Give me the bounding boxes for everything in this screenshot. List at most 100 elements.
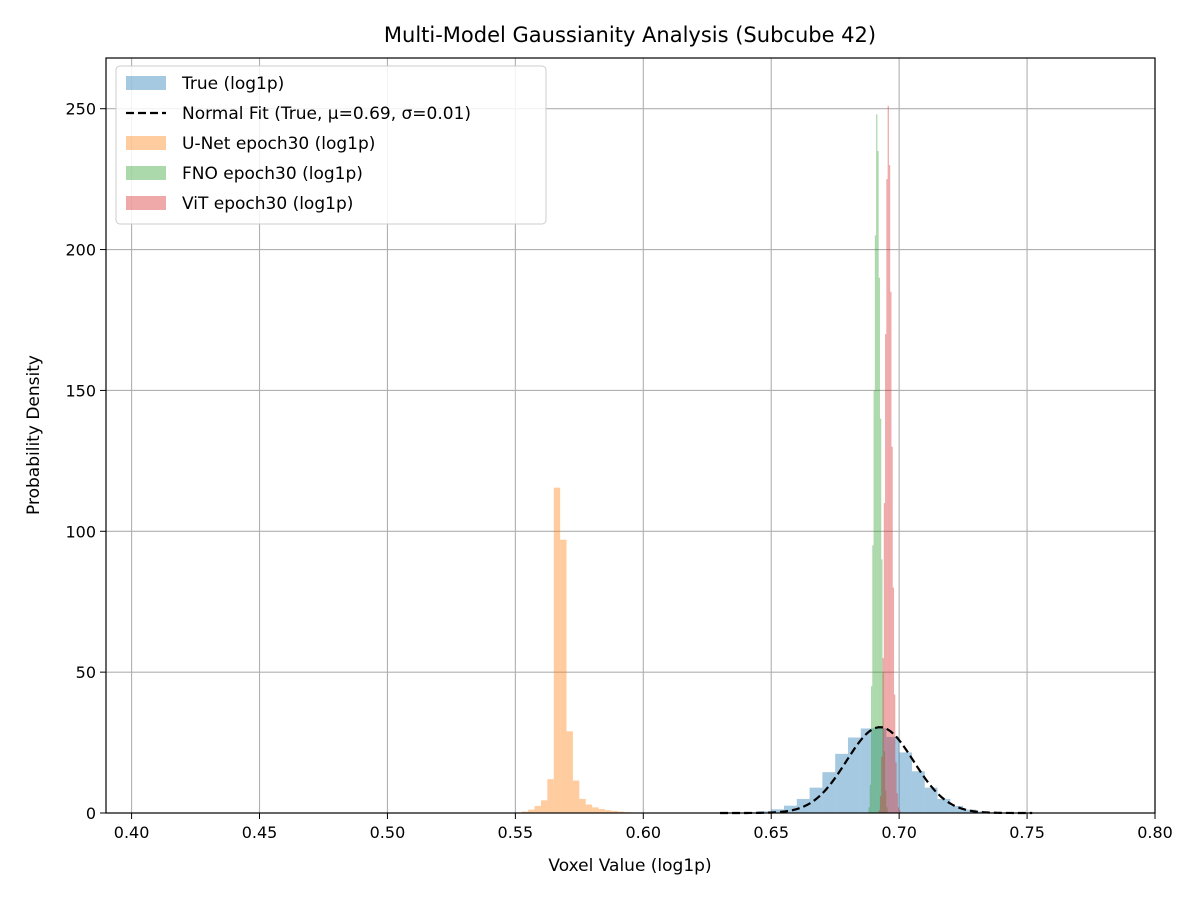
- y-axis-label: Probability Density: [24, 355, 44, 515]
- histogram-bar: [873, 728, 887, 813]
- histogram-bar: [883, 751, 886, 813]
- legend-label: ViT epoch30 (log1p): [182, 194, 353, 214]
- histogram-bar: [899, 752, 912, 813]
- y-tick-label: 200: [65, 241, 96, 260]
- histogram-bar: [885, 790, 887, 813]
- legend-swatch: [126, 166, 166, 180]
- histogram-bar: [835, 753, 848, 813]
- histogram-bar: [871, 686, 873, 813]
- histogram-bar: [553, 487, 561, 813]
- histogram-bar: [617, 811, 625, 813]
- x-tick-label: 0.55: [498, 823, 534, 842]
- histogram-bar: [540, 800, 548, 813]
- histogram-bar: [566, 731, 573, 813]
- histogram-bar: [894, 694, 896, 813]
- legend-swatch: [126, 136, 166, 150]
- histogram-bar: [771, 809, 785, 813]
- legend-label: U-Net epoch30 (log1p): [182, 134, 375, 154]
- histogram-bar: [560, 539, 567, 813]
- histogram-bar: [950, 805, 964, 813]
- legend: True (log1p) Normal Fit (True, μ=0.69, σ=…: [115, 65, 547, 225]
- histogram-bar: [885, 334, 887, 813]
- histogram-bar: [879, 418, 882, 813]
- legend-entry: Normal Fit (True, μ=0.69, σ=0.01): [126, 104, 471, 124]
- plot-frame: [105, 57, 1156, 814]
- histogram-bar: [937, 798, 951, 813]
- histogram-bar: [879, 796, 882, 813]
- legend-label: FNO epoch30 (log1p): [182, 164, 363, 184]
- series-2-bars: [868, 114, 888, 814]
- histogram-bar: [890, 291, 892, 814]
- histogram-bar: [886, 807, 888, 813]
- histogram-bar: [572, 780, 580, 813]
- x-axis-label: Voxel Value (log1p): [548, 856, 711, 876]
- histogram-bar: [604, 810, 612, 813]
- legend-entry: ViT epoch30 (log1p): [126, 194, 353, 214]
- series-1-bars: [515, 487, 650, 813]
- histogram-bar: [876, 114, 878, 814]
- y-tick-label: 0: [86, 804, 96, 823]
- histogram-bar: [585, 804, 593, 813]
- x-tick-label: 0.50: [370, 823, 406, 842]
- chart-title: Multi-Model Gaussianity Analysis (Subcub…: [384, 23, 876, 47]
- legend-box: [115, 65, 547, 225]
- histogram-bar: [891, 446, 893, 813]
- histogram-bar: [877, 150, 879, 813]
- histogram-bar: [874, 235, 877, 814]
- histogram-bar: [924, 787, 938, 813]
- legend-swatch: [126, 76, 166, 90]
- y-tick-label: 250: [65, 100, 96, 119]
- histogram-bar: [882, 658, 884, 813]
- histogram-bar: [528, 809, 535, 813]
- histogram-bar: [598, 809, 605, 813]
- histogram-bar: [892, 587, 895, 813]
- histogram-bar: [860, 728, 874, 813]
- x-tick-label: 0.65: [753, 823, 789, 842]
- histogram-bar: [579, 798, 586, 813]
- x-axis-ticks: 0.40 0.45 0.50 0.55 0.60 0.65 0.70 0.75 0.80: [114, 813, 1173, 842]
- legend-entry: U-Net epoch30 (log1p): [126, 134, 375, 154]
- y-tick-label: 150: [65, 381, 96, 400]
- legend-label: True (log1p): [181, 74, 284, 94]
- histogram-bar: [521, 811, 529, 813]
- histogram-bar: [878, 810, 880, 813]
- histogram-bar: [611, 811, 618, 813]
- y-tick-label: 50: [76, 663, 96, 682]
- histogram-bar: [534, 805, 541, 813]
- histogram-bar: [881, 559, 883, 813]
- histogram-bar: [963, 809, 976, 813]
- histogram-bar: [887, 105, 889, 814]
- x-tick-label: 0.40: [114, 823, 150, 842]
- y-tick-label: 100: [65, 522, 96, 541]
- x-tick-label: 0.75: [1009, 823, 1045, 842]
- histogram-bar: [886, 736, 900, 813]
- histogram-bar: [758, 811, 772, 813]
- x-tick-label: 0.70: [881, 823, 917, 842]
- legend-entry: FNO epoch30 (log1p): [126, 164, 363, 184]
- histogram-bar: [895, 762, 897, 813]
- histogram-bar: [897, 807, 900, 813]
- histogram-bar: [784, 805, 797, 813]
- legend-label: Normal Fit (True, μ=0.69, σ=0.01): [182, 104, 471, 124]
- legend-swatch: [126, 196, 166, 210]
- histogram-bar: [911, 771, 925, 813]
- histogram-bars: [515, 105, 1028, 814]
- x-tick-label: 0.60: [625, 823, 661, 842]
- histogram-bar: [873, 390, 875, 813]
- histogram-bar: [872, 545, 874, 813]
- histogram-bar: [869, 784, 872, 813]
- histogram-bar: [886, 179, 888, 813]
- x-tick-label: 0.80: [1137, 823, 1173, 842]
- histogram-bar: [899, 810, 901, 813]
- histogram-bar: [883, 503, 886, 813]
- series-3-bars: [878, 105, 901, 814]
- histogram-bar: [888, 165, 891, 813]
- legend-entry: True (log1p): [126, 74, 284, 94]
- x-tick-label: 0.45: [242, 823, 278, 842]
- histogram-bar: [547, 779, 554, 813]
- histogram-bar: [878, 277, 880, 814]
- histogram-bar: [881, 756, 883, 813]
- histogram-bar: [868, 807, 870, 813]
- histogram-bar: [896, 793, 898, 813]
